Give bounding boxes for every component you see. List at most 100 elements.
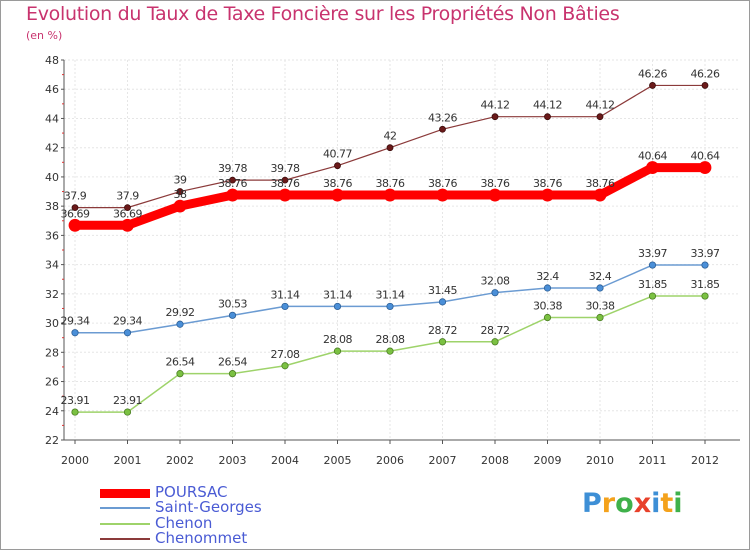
data-point <box>281 362 289 370</box>
y-tick-label: 48 <box>45 54 59 67</box>
data-label: 38.76 <box>271 177 300 190</box>
y-tick-label: 34 <box>45 259 59 272</box>
data-point <box>541 188 554 202</box>
x-tick-label: 2000 <box>61 454 89 467</box>
data-label: 29.34 <box>113 315 142 328</box>
x-tick-label: 2008 <box>481 454 509 467</box>
data-point <box>124 204 131 212</box>
x-tick-label: 2002 <box>166 454 194 467</box>
data-label: 27.08 <box>271 348 300 361</box>
data-point <box>698 161 712 174</box>
data-point <box>383 188 397 202</box>
data-label: 39 <box>174 174 187 187</box>
data-label: 31.14 <box>323 288 352 301</box>
data-point <box>333 302 342 311</box>
data-label: 40.64 <box>691 150 720 163</box>
data-label: 36.69 <box>61 207 90 220</box>
y-tick-label: 22 <box>45 434 59 447</box>
data-label: 40.77 <box>323 148 352 161</box>
x-tick-label: 2006 <box>376 454 404 467</box>
data-label: 38.76 <box>481 177 510 190</box>
legend-label: Chenon <box>155 514 213 532</box>
data-label: 37.9 <box>64 190 87 203</box>
data-point <box>228 370 237 378</box>
data-point <box>281 302 289 311</box>
proxiti-logo: Proxiti <box>582 488 683 519</box>
data-label: 31.14 <box>271 288 300 301</box>
x-tick-label: 2003 <box>219 454 247 467</box>
data-point <box>701 82 709 89</box>
data-label: 33.97 <box>691 247 720 260</box>
data-point <box>333 347 342 355</box>
data-label: 38.76 <box>376 177 405 190</box>
data-point <box>648 261 657 269</box>
y-tick-label: 46 <box>45 83 59 96</box>
data-point <box>176 188 184 195</box>
data-point <box>278 188 292 202</box>
data-point <box>544 113 551 121</box>
x-tick-label: 2004 <box>271 454 299 467</box>
data-label: 38.76 <box>218 177 247 190</box>
data-label: 30.53 <box>218 297 247 310</box>
logo-letter: i <box>673 488 683 519</box>
data-label: 38.76 <box>323 177 352 190</box>
data-point <box>596 313 604 322</box>
data-point <box>226 188 239 202</box>
data-point <box>71 329 79 337</box>
data-point <box>701 292 709 300</box>
data-point <box>439 125 446 133</box>
data-point <box>173 199 187 213</box>
data-label: 31.85 <box>638 278 667 291</box>
data-point <box>228 311 237 319</box>
data-point <box>649 82 656 89</box>
legend-label: Saint-Georges <box>155 498 262 516</box>
data-label: 36.69 <box>113 207 142 220</box>
data-point <box>71 204 79 212</box>
data-point <box>596 113 604 121</box>
data-point <box>543 313 552 322</box>
x-tick-label: 2005 <box>324 454 352 467</box>
data-label: 26.54 <box>166 356 195 369</box>
data-label: 32.4 <box>536 270 559 283</box>
data-point <box>68 218 82 232</box>
data-point <box>543 284 552 292</box>
data-label: 28.72 <box>481 324 510 337</box>
data-label: 44.12 <box>586 99 615 112</box>
data-label: 38.76 <box>428 177 457 190</box>
data-label: 38.76 <box>586 177 615 190</box>
data-label: 30.38 <box>533 300 562 313</box>
legend-label: POURSAC <box>155 483 228 501</box>
y-tick-label: 26 <box>45 376 59 389</box>
data-point <box>229 176 236 184</box>
data-label: 42 <box>384 130 397 143</box>
y-tick-label: 40 <box>45 171 59 184</box>
data-label: 44.12 <box>481 99 510 112</box>
data-point <box>438 338 447 346</box>
data-point <box>491 289 499 297</box>
data-point <box>386 347 394 355</box>
data-label: 31.14 <box>376 288 405 301</box>
logo-letter: x <box>633 488 652 519</box>
data-label: 32.4 <box>589 270 612 283</box>
data-point <box>646 161 659 174</box>
logo-letter: o <box>615 488 634 519</box>
y-tick-label: 42 <box>45 142 59 155</box>
legend-swatch <box>100 523 150 525</box>
legend-swatch <box>100 507 150 509</box>
y-tick-label: 36 <box>45 229 59 242</box>
legend-swatch <box>100 488 150 498</box>
data-label: 39.78 <box>271 162 300 175</box>
data-point <box>331 188 344 202</box>
logo-letter: r <box>601 488 616 519</box>
y-tick-label: 28 <box>45 346 59 359</box>
data-label: 28.72 <box>428 324 457 337</box>
data-label: 29.34 <box>61 315 90 328</box>
y-tick-label: 30 <box>45 317 59 330</box>
data-label: 28.08 <box>323 333 352 346</box>
data-label: 43.26 <box>428 111 457 124</box>
y-tick-label: 24 <box>45 405 59 418</box>
data-point <box>334 162 341 170</box>
logo-letter: t <box>660 488 674 519</box>
data-label: 33.97 <box>638 247 667 260</box>
